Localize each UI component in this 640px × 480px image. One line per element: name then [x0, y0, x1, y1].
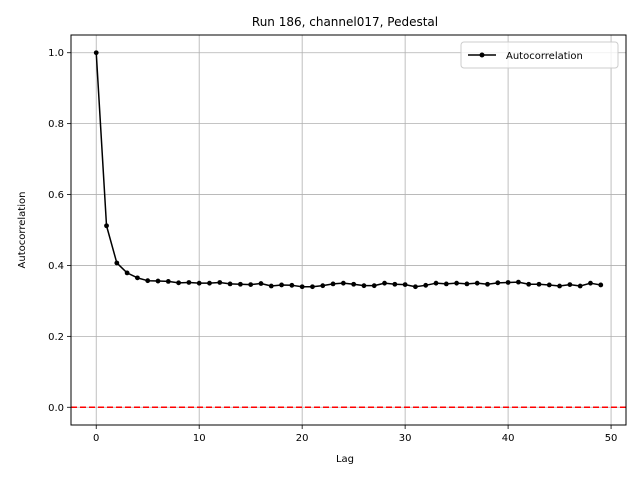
data-point	[196, 280, 202, 286]
data-point	[114, 260, 120, 266]
data-point	[474, 280, 480, 286]
data-point	[207, 280, 212, 286]
data-point	[186, 280, 192, 285]
data-point	[104, 223, 109, 229]
data-point	[577, 283, 583, 289]
data-point	[320, 283, 326, 289]
x-axis-ticks: 0 10 20 30 40 50	[93, 425, 617, 444]
data-point	[526, 281, 532, 287]
data-point	[454, 280, 460, 286]
data-point	[485, 281, 490, 287]
data-point	[145, 278, 151, 284]
data-point	[361, 283, 367, 289]
y-tick-label: 1.0	[48, 48, 64, 59]
data-point	[423, 282, 429, 288]
data-point	[248, 282, 254, 287]
data-point	[124, 270, 130, 276]
data-point	[176, 280, 182, 286]
data-point	[217, 280, 223, 285]
data-point	[464, 281, 470, 287]
y-tick-label: 0.2	[48, 332, 64, 343]
legend-box	[460, 41, 619, 69]
data-point	[495, 280, 501, 286]
data-point	[433, 280, 439, 286]
data-point	[515, 279, 521, 285]
data-point	[310, 284, 315, 290]
series-layer	[93, 50, 604, 290]
data-point	[392, 281, 398, 287]
data-point	[382, 280, 387, 286]
x-axis-label: Lag	[336, 454, 354, 465]
data-point	[402, 282, 408, 287]
data-point	[279, 282, 284, 288]
y-tick-label: 0.0	[48, 403, 64, 414]
y-axis-ticks: 0.0 0.2 0.4 0.6 0.8 1.0	[48, 48, 71, 414]
plot-area-frame	[70, 34, 627, 426]
data-point	[165, 279, 171, 284]
legend: Autocorrelation	[460, 41, 619, 69]
data-point	[227, 281, 233, 287]
x-tick-label: 20	[296, 433, 309, 444]
x-tick-label: 30	[399, 433, 412, 444]
data-point	[299, 284, 305, 290]
data-point	[258, 281, 264, 286]
data-point	[237, 281, 243, 287]
x-tick-label: 10	[193, 433, 206, 444]
data-point	[505, 280, 511, 285]
y-tick-label: 0.8	[48, 119, 64, 130]
y-axis-label: Autocorrelation	[17, 192, 28, 269]
legend-marker-sample	[479, 52, 485, 58]
data-point	[135, 275, 140, 281]
legend-label: Autocorrelation	[506, 51, 583, 62]
data-point	[567, 282, 573, 287]
data-point	[588, 280, 593, 286]
grid-lines	[71, 35, 626, 425]
x-tick-label: 50	[605, 433, 618, 444]
x-tick-label: 40	[502, 433, 515, 444]
y-tick-label: 0.4	[48, 261, 64, 272]
data-point	[598, 282, 604, 288]
data-point	[330, 281, 336, 287]
data-point	[155, 278, 161, 284]
data-point	[351, 281, 357, 287]
data-point	[546, 282, 552, 288]
data-point	[268, 283, 274, 289]
data-point	[93, 50, 99, 56]
y-tick-label: 0.6	[48, 190, 64, 201]
data-point	[557, 283, 562, 289]
data-point	[289, 282, 295, 288]
chart-title: Run 186, channel017, Pedestal	[252, 15, 438, 29]
data-point	[536, 281, 542, 287]
x-tick-label: 0	[93, 433, 99, 444]
data-point	[413, 284, 418, 290]
data-point	[443, 281, 449, 287]
data-point	[340, 280, 346, 286]
data-point	[371, 283, 377, 289]
